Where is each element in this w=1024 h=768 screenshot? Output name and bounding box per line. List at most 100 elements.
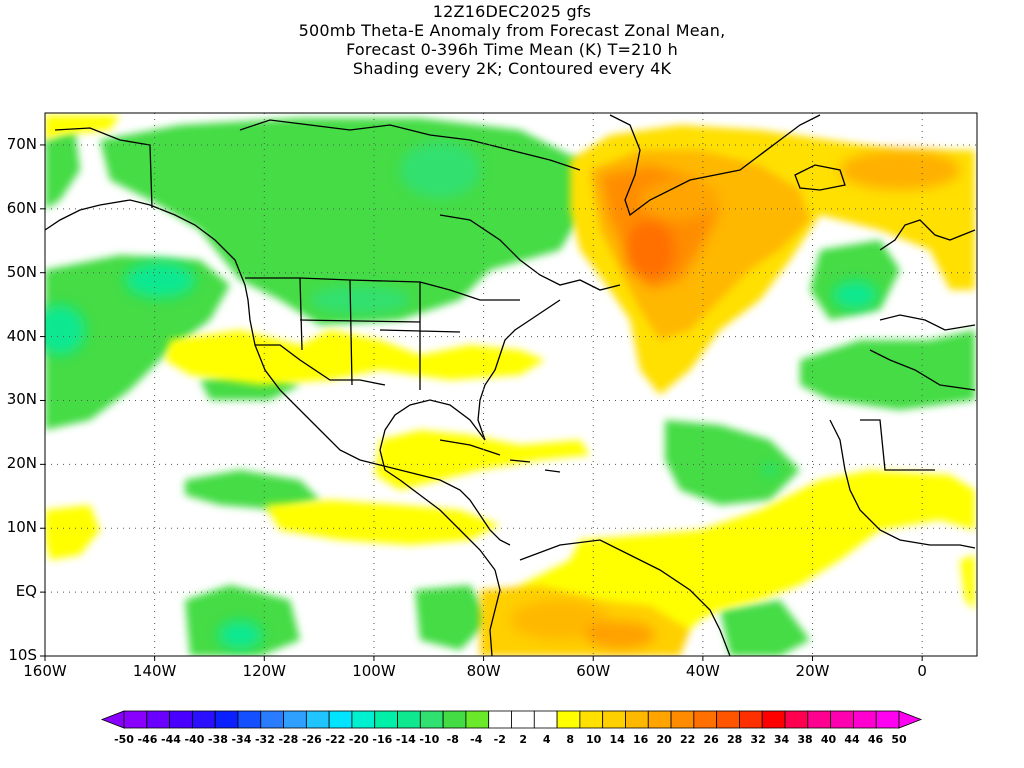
colorbar-label: 2 <box>519 733 528 746</box>
colorbar-swatch <box>237 710 262 729</box>
longitude-label: 120W <box>242 662 287 680</box>
west-africa-coast <box>829 419 976 549</box>
central-america <box>399 479 496 571</box>
latitude-label: EQ <box>15 582 37 601</box>
colorbar-swatch <box>875 710 900 729</box>
latitude-label: 60N <box>6 198 37 217</box>
hudson-labrador-coast <box>439 214 621 291</box>
longitude-label: 140W <box>132 662 177 680</box>
colorbar-swatch <box>830 710 854 729</box>
colorbar-label: 40 <box>820 733 837 746</box>
longitude-label: 100W <box>352 662 396 680</box>
colorbar-swatch <box>374 710 398 729</box>
colorbar-label: 46 <box>867 733 884 746</box>
colorbar-label: -38 <box>208 733 228 746</box>
colorbar-swatch <box>328 710 353 729</box>
iberia-north <box>879 314 976 331</box>
colorbar-swatch <box>169 710 193 729</box>
colorbar-label: 38 <box>797 733 813 746</box>
longitude-label: 40W <box>685 662 720 680</box>
colorbar-label: -22 <box>325 733 346 746</box>
colorbar-swatch <box>602 710 626 729</box>
colorbar-swatch <box>647 710 672 729</box>
graticule <box>45 113 977 656</box>
colorbar-swatch <box>693 710 718 729</box>
british-isles <box>879 219 976 251</box>
colorbar-swatch <box>533 710 558 729</box>
colorbar-high-arrow <box>898 710 923 729</box>
latitude-label: 70N <box>6 134 37 153</box>
colorbar-swatch <box>670 710 695 729</box>
colorbar-swatch <box>488 710 512 729</box>
colorbar-swatch <box>625 710 649 729</box>
title-line-2: 500mb Theta-E Anomaly from Forecast Zona… <box>298 21 726 40</box>
colorbar-swatch <box>146 710 170 729</box>
colorbar-swatch <box>397 710 421 729</box>
pacific-coast <box>45 199 511 546</box>
map-frame <box>44 112 978 657</box>
gulf-coast <box>379 399 486 481</box>
colorbar-swatch <box>511 710 535 729</box>
colorbar-swatch <box>419 710 444 729</box>
colorbar-swatch <box>191 710 216 729</box>
colorbar-label: 16 <box>633 733 649 746</box>
colorbar-swatch <box>123 710 148 729</box>
latitude-label: 50N <box>6 262 37 281</box>
colorbar-label: 44 <box>844 733 860 746</box>
colorbar-swatch <box>579 710 604 729</box>
state-borders <box>299 277 461 390</box>
colorbar-label: -46 <box>137 733 158 746</box>
latitude-label: 30N <box>6 390 37 409</box>
shading-layer <box>45 113 977 656</box>
colorbar-low-arrow <box>100 710 125 729</box>
colorbar-swatch <box>283 710 307 729</box>
longitude-label: 20W <box>795 662 830 680</box>
colorbar-swatch <box>807 710 832 729</box>
colorbar-label: -14 <box>395 733 416 746</box>
arctic-coast <box>239 119 581 171</box>
colorbar-label: 32 <box>750 733 766 746</box>
colorbar-swatch <box>351 710 376 729</box>
colorbar-label: -2 <box>493 733 506 746</box>
title-line-1: 12Z16DEC2025 gfs <box>432 2 592 21</box>
longitude-label: 80W <box>466 662 501 680</box>
latitude-label: 10N <box>6 518 37 537</box>
colorbar-label: -20 <box>348 733 369 746</box>
longitude-label: 0 <box>917 662 927 680</box>
colorbar-swatch <box>305 710 330 729</box>
colorbar-label: 10 <box>586 733 602 746</box>
colorbar-label: 4 <box>542 733 551 746</box>
colorbar-swatch <box>556 710 581 729</box>
colorbar-label: 34 <box>773 733 790 746</box>
colorbar-swatch <box>739 710 763 729</box>
colorbar-label: -50 <box>114 733 134 746</box>
atlantic-coast <box>477 299 561 441</box>
iceland <box>794 164 846 191</box>
alaska-border <box>54 127 153 209</box>
colorbar-label: 26 <box>703 733 719 746</box>
colorbar-label: 50 <box>891 733 907 746</box>
colorbar-label: -44 <box>161 733 181 746</box>
latitude-label: 10S <box>8 646 37 664</box>
colorbar-swatch <box>465 710 490 729</box>
colorbar-label: 20 <box>656 733 672 746</box>
longitude-label: 160W <box>23 662 67 680</box>
colorbar-label: 14 <box>609 733 625 746</box>
sahara-borders <box>860 419 935 471</box>
colorbar-swatch <box>784 710 809 729</box>
colorbar-swatch <box>442 710 467 729</box>
colorbar-label: 28 <box>726 733 743 746</box>
colorbar-swatch <box>761 710 786 729</box>
axis-ticks <box>40 144 923 661</box>
colorbar-swatch <box>853 710 877 729</box>
stronger-positive-cores <box>510 150 960 649</box>
greenland-coast <box>609 114 821 217</box>
mediterranean-south <box>869 349 976 391</box>
coastlines <box>45 114 976 656</box>
caribbean-islands <box>439 439 561 473</box>
colorbar-label: -10 <box>419 733 440 746</box>
latitude-label: 20N <box>6 454 37 473</box>
south-america-coast <box>489 539 731 656</box>
colorbar-label: 8 <box>566 733 575 746</box>
